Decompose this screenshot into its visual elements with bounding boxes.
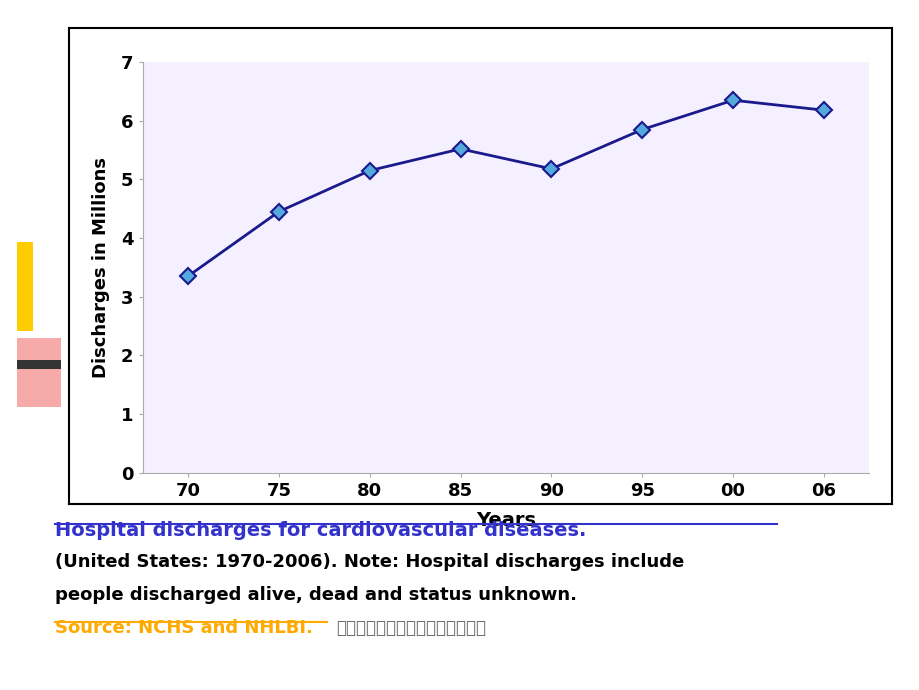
Y-axis label: Discharges in Millions: Discharges in Millions xyxy=(92,157,110,378)
X-axis label: Years: Years xyxy=(475,511,536,530)
Text: Hospital discharges for cardiovascular diseases.: Hospital discharges for cardiovascular d… xyxy=(55,521,586,540)
Text: 梁晓晖环境污染与心血管疾病最新: 梁晓晖环境污染与心血管疾病最新 xyxy=(335,619,485,637)
Text: Source: NCHS and NHLBI.: Source: NCHS and NHLBI. xyxy=(55,619,312,637)
Text: people discharged alive, dead and status unknown.: people discharged alive, dead and status… xyxy=(55,586,576,604)
Text: (United States: 1970-2006). Note: Hospital discharges include: (United States: 1970-2006). Note: Hospit… xyxy=(55,553,684,571)
